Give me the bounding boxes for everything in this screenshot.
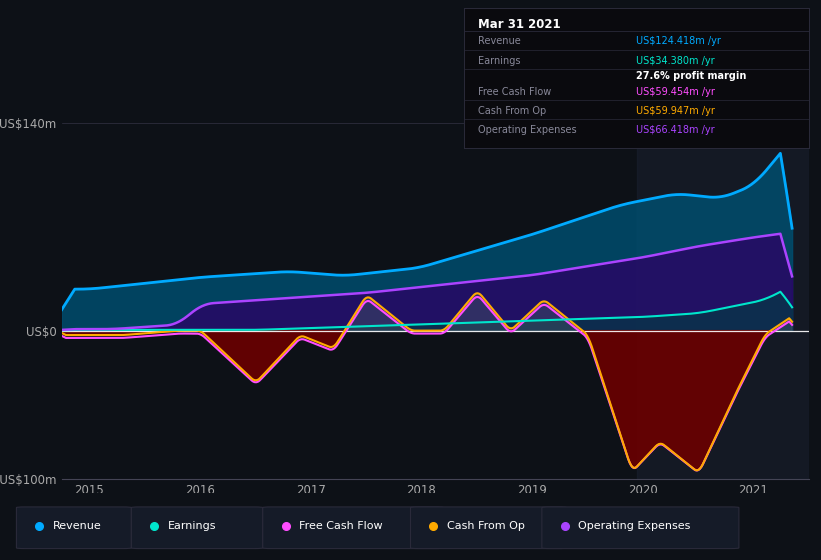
FancyBboxPatch shape	[263, 507, 443, 549]
Text: Revenue: Revenue	[53, 521, 101, 531]
Text: US$59.947m /yr: US$59.947m /yr	[636, 106, 715, 116]
Text: Cash From Op: Cash From Op	[447, 521, 525, 531]
Text: US$34.380m /yr: US$34.380m /yr	[636, 56, 715, 66]
FancyBboxPatch shape	[16, 507, 131, 549]
Text: Free Cash Flow: Free Cash Flow	[478, 87, 551, 97]
FancyBboxPatch shape	[131, 507, 263, 549]
Text: Free Cash Flow: Free Cash Flow	[299, 521, 383, 531]
Text: Earnings: Earnings	[167, 521, 216, 531]
FancyBboxPatch shape	[410, 507, 566, 549]
Text: Operating Expenses: Operating Expenses	[578, 521, 690, 531]
Text: Revenue: Revenue	[478, 36, 521, 46]
Text: US$59.454m /yr: US$59.454m /yr	[636, 87, 715, 97]
Text: Mar 31 2021: Mar 31 2021	[478, 18, 560, 31]
Bar	[637, 123, 809, 479]
FancyBboxPatch shape	[542, 507, 739, 549]
Text: Earnings: Earnings	[478, 56, 521, 66]
Text: Cash From Op: Cash From Op	[478, 106, 546, 116]
Text: US$66.418m /yr: US$66.418m /yr	[636, 125, 715, 134]
Text: Operating Expenses: Operating Expenses	[478, 125, 576, 134]
Text: 27.6% profit margin: 27.6% profit margin	[636, 71, 746, 81]
Text: US$124.418m /yr: US$124.418m /yr	[636, 36, 721, 46]
